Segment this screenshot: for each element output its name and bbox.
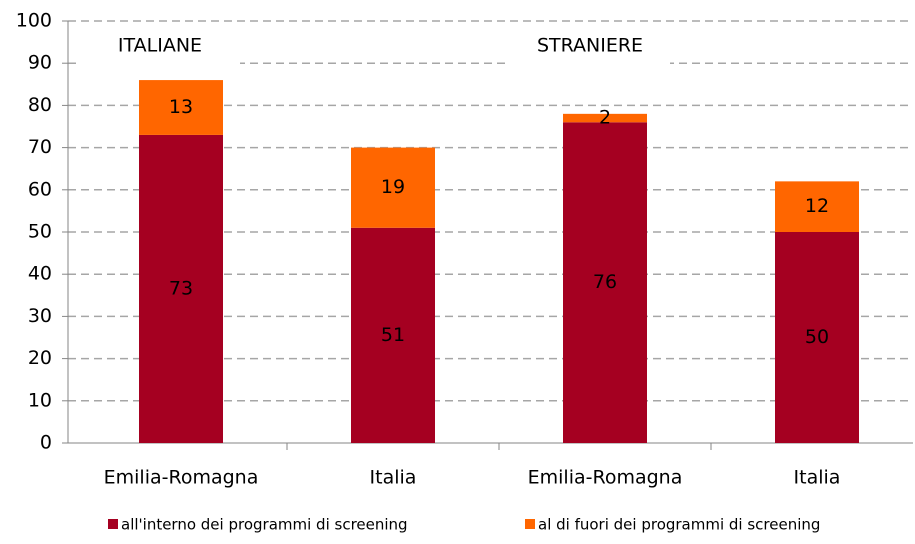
x-tick-label: Italia <box>370 467 417 489</box>
bar-segment <box>563 113 647 123</box>
y-tick-label: 20 <box>28 347 52 369</box>
y-tick-label: 60 <box>28 178 52 200</box>
y-tick-label: 40 <box>28 263 52 285</box>
y-tick-label: 80 <box>28 94 52 116</box>
bar-segment <box>139 80 223 135</box>
annotation: ITALIANE <box>118 35 202 57</box>
y-tick-label: 30 <box>28 305 52 327</box>
y-tick-label: 100 <box>16 10 52 32</box>
y-tick-label: 90 <box>28 52 52 74</box>
legend-swatch <box>525 519 535 529</box>
data-label: 50 <box>805 326 829 348</box>
legend-label: al di fuori dei programmi di screening <box>538 516 820 534</box>
y-tick-label: 70 <box>28 136 52 158</box>
bar-segment <box>139 134 223 443</box>
data-label: 13 <box>169 96 193 118</box>
annotation-bg <box>510 25 670 67</box>
data-label: 76 <box>593 271 617 293</box>
y-tick-label: 10 <box>28 389 52 411</box>
bar-segment <box>351 227 435 443</box>
data-label: 19 <box>381 176 405 198</box>
legend-label: all'interno dei programmi di screening <box>121 516 408 534</box>
bar-segment <box>775 181 859 232</box>
data-label: 12 <box>805 195 829 217</box>
data-label: 51 <box>381 324 405 346</box>
data-label: 73 <box>169 277 193 299</box>
data-label: 2 <box>599 107 611 129</box>
legend-swatch <box>108 519 118 529</box>
annotation: STRANIERE <box>537 35 643 57</box>
x-tick-label: Italia <box>794 467 841 489</box>
bar-segment <box>351 147 435 228</box>
bar-segment <box>563 122 647 443</box>
y-tick-label: 50 <box>28 221 52 243</box>
y-tick-label: 0 <box>40 432 52 454</box>
bar-segment <box>775 232 859 443</box>
x-tick-label: Emilia-Romagna <box>104 467 259 489</box>
x-tick-label: Emilia-Romagna <box>528 467 683 489</box>
annotation-bg <box>80 25 240 67</box>
